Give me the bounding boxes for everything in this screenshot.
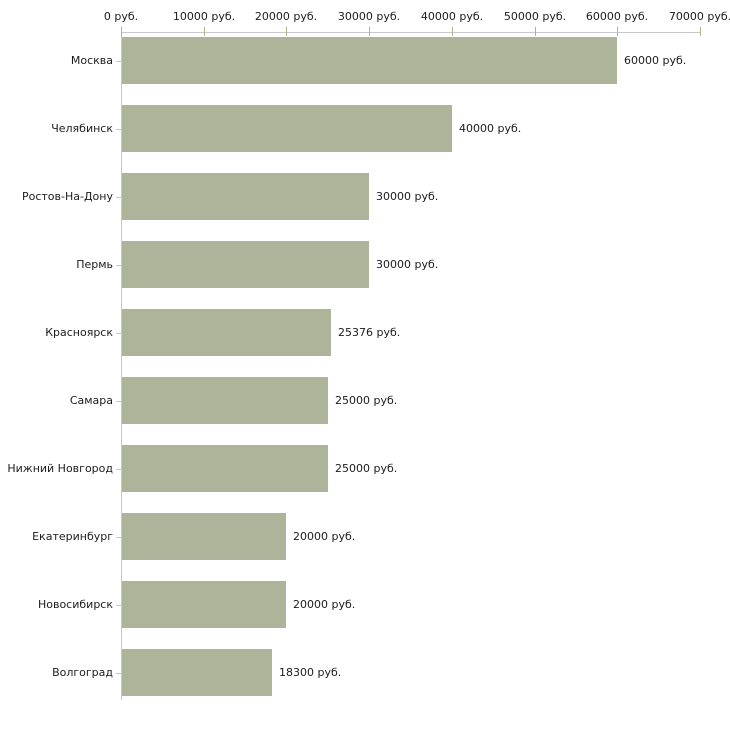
category-label: Пермь <box>76 258 113 271</box>
category-tick-mark <box>116 469 121 470</box>
bar <box>122 649 272 696</box>
category-tick-mark <box>116 333 121 334</box>
x-axis-line <box>121 32 701 33</box>
category-label: Ростов-На-Дону <box>21 190 113 203</box>
category-tick-mark <box>116 61 121 62</box>
bar-value-label: 20000 руб. <box>293 530 356 543</box>
x-tick-mark <box>369 27 370 36</box>
x-tick-label: 50000 руб. <box>503 10 567 23</box>
category-tick-mark <box>116 537 121 538</box>
bar <box>122 377 328 424</box>
category-tick-mark <box>116 265 121 266</box>
bar <box>122 241 369 288</box>
x-tick-label: 70000 руб. <box>668 10 730 23</box>
bar <box>122 173 369 220</box>
bar <box>122 105 452 152</box>
bar <box>122 513 286 560</box>
x-tick-label: 40000 руб. <box>420 10 484 23</box>
category-label: Самара <box>69 394 113 407</box>
category-label: Челябинск <box>51 122 113 135</box>
bar-value-label: 25000 руб. <box>335 462 398 475</box>
category-label: Новосибирск <box>37 598 113 611</box>
x-tick-label: 10000 руб. <box>172 10 236 23</box>
category-label: Москва <box>70 54 113 67</box>
x-tick-label: 60000 руб. <box>585 10 649 23</box>
bar-value-label: 25376 руб. <box>338 326 401 339</box>
category-label: Красноярск <box>45 326 113 339</box>
category-tick-mark <box>116 401 121 402</box>
category-label: Нижний Новгород <box>7 462 113 475</box>
category-tick-mark <box>116 129 121 130</box>
x-tick-mark <box>121 27 122 36</box>
bar-value-label: 30000 руб. <box>376 190 439 203</box>
category-label: Екатеринбург <box>32 530 113 543</box>
bar-value-label: 20000 руб. <box>293 598 356 611</box>
category-label: Волгоград <box>52 666 113 679</box>
x-tick-label: 0 руб. <box>103 10 139 23</box>
bar-value-label: 60000 руб. <box>624 54 687 67</box>
x-tick-mark <box>204 27 205 36</box>
x-tick-label: 20000 руб. <box>254 10 318 23</box>
x-tick-mark <box>452 27 453 36</box>
y-axis-line <box>121 32 122 700</box>
bar <box>122 37 617 84</box>
bar <box>122 309 331 356</box>
bar <box>122 445 328 492</box>
bar-value-label: 18300 руб. <box>279 666 342 679</box>
x-tick-mark <box>617 27 618 36</box>
bar-value-label: 30000 руб. <box>376 258 439 271</box>
x-tick-mark <box>535 27 536 36</box>
x-tick-mark <box>700 27 701 36</box>
category-tick-mark <box>116 673 121 674</box>
bar-value-label: 40000 руб. <box>459 122 522 135</box>
category-tick-mark <box>116 197 121 198</box>
x-tick-mark <box>286 27 287 36</box>
bar-value-label: 25000 руб. <box>335 394 398 407</box>
bar <box>122 581 286 628</box>
category-tick-mark <box>116 605 121 606</box>
x-tick-label: 30000 руб. <box>337 10 401 23</box>
